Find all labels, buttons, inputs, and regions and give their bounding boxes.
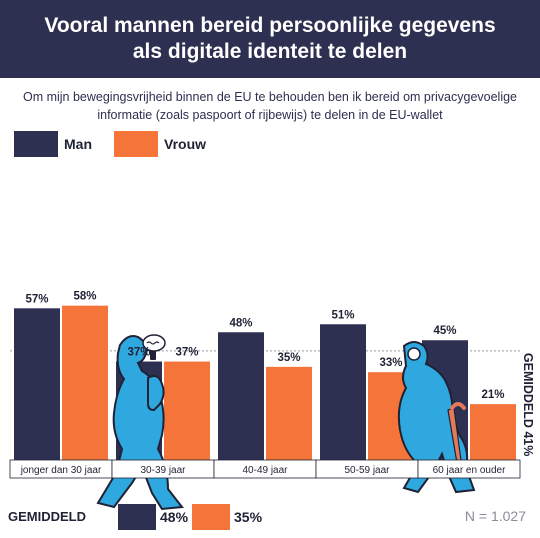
legend-swatch-man (14, 131, 58, 157)
page-title-line1: Vooral mannen bereid persoonlijke gegeve… (44, 14, 496, 37)
bar-value-label: 58% (73, 291, 96, 303)
bar-value-label: 45% (433, 325, 456, 337)
labels-layer: 57% 58% jonger dan 30 jaar 37% 37% 30-39 jaar… (9, 291, 535, 479)
legend: Man Vrouw (14, 131, 228, 157)
bar-value-label: 57% (25, 293, 48, 305)
subtitle-line2: informatie (zoals paspoort of rijbewijs)… (97, 108, 443, 122)
bar-value-label: 37% (175, 347, 198, 359)
bar-vrouw-4 (470, 404, 516, 460)
footer-man-average: 48% (160, 509, 189, 525)
sample-size: N = 1.027 (464, 508, 526, 524)
category-label: 40-49 jaar (242, 465, 288, 476)
bar-value-label: 37% (127, 347, 150, 359)
bar-man-2 (218, 332, 264, 460)
legend-label-vrouw: Vrouw (164, 136, 207, 152)
footer: GEMIDDELD 48% 35% N = 1.027 (0, 504, 540, 534)
bar-chart: 57% 58% jonger dan 30 jaar 37% 37% 30-39 jaar… (9, 291, 535, 511)
footer-swatch-man (118, 504, 156, 530)
elderly-man-cane-icon (397, 341, 476, 494)
page-title-line2: als digitale identeit te delen (132, 40, 408, 63)
bar-value-label: 51% (331, 309, 354, 321)
header: Vooral mannen bereid persoonlijke gegeve… (0, 0, 540, 78)
chart-subtitle: Om mijn bewegingsvrijheid binnen de EU t… (10, 88, 530, 124)
legend-label-man: Man (64, 136, 92, 152)
bar-value-label: 33% (379, 357, 402, 369)
category-cell (417, 459, 521, 479)
bars-layer (10, 305, 520, 460)
category-label: 60 jaar en ouder (433, 465, 507, 476)
category-label: 50-59 jaar (344, 465, 390, 476)
bar-value-label: 48% (229, 317, 252, 329)
legend-swatch-vrouw (114, 131, 158, 157)
bar-value-label: 35% (277, 352, 300, 364)
bar-vrouw-0 (62, 305, 108, 460)
bar-man-3 (320, 324, 366, 460)
bar-man-0 (14, 308, 60, 460)
bar-vrouw-2 (266, 366, 312, 460)
category-label: 30-39 jaar (140, 465, 186, 476)
bar-value-label: 21% (481, 389, 504, 401)
footer-vrouw-average: 35% (234, 509, 263, 525)
bar-vrouw-1 (164, 361, 210, 460)
category-label: jonger dan 30 jaar (20, 465, 102, 476)
subtitle-line1: Om mijn bewegingsvrijheid binnen de EU t… (22, 90, 518, 104)
footer-average-label: GEMIDDELD (8, 509, 86, 524)
average-label: GEMIDDELD 41% (521, 353, 535, 457)
footer-swatch-vrouw (192, 504, 230, 530)
